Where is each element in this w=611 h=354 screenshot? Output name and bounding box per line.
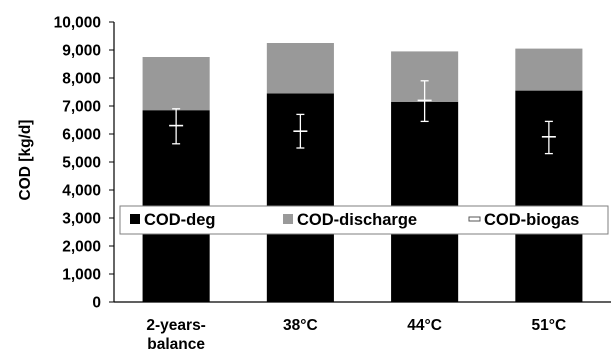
bar-cod-discharge xyxy=(515,48,583,91)
y-axis-title: COD [kg/d] xyxy=(17,120,34,201)
bars xyxy=(142,43,583,303)
error-bars xyxy=(169,80,556,155)
biogas-point xyxy=(169,108,184,145)
y-tick-label: 3,000 xyxy=(62,211,101,228)
x-category-label: 44°C xyxy=(407,317,442,334)
y-tick-label: 2,000 xyxy=(62,239,101,256)
y-tick-label: 8,000 xyxy=(62,71,101,88)
legend-label: COD-deg xyxy=(144,211,216,229)
x-category-label: 51°C xyxy=(532,317,567,334)
x-axis-categories: 2-years-balance 38°C 44°C 51°C xyxy=(146,317,566,353)
axes xyxy=(113,22,611,303)
y-axis-label: COD [kg/d] xyxy=(17,120,34,201)
x-category-label: balance xyxy=(147,336,205,353)
y-tick-label: 4,000 xyxy=(62,183,101,200)
y-tick-label: 0 xyxy=(92,295,101,312)
legend-label: COD-discharge xyxy=(297,211,417,229)
x-category-label: 2-years- xyxy=(146,317,205,334)
y-tick-label: 10,000 xyxy=(54,15,101,32)
legend-swatch xyxy=(283,214,293,224)
legend-box xyxy=(119,205,609,235)
legend-swatch xyxy=(468,216,481,222)
bar-cod-deg xyxy=(391,101,459,302)
bar-cod-discharge xyxy=(266,43,334,94)
y-tick-label: 5,000 xyxy=(62,155,101,172)
legend: COD-deg COD-discharge COD-biogas xyxy=(119,205,609,235)
y-axis-ticks: 0 1,000 2,000 3,000 4,000 5,000 6,000 7,000 8,00… xyxy=(54,15,114,312)
biogas-point xyxy=(541,120,556,155)
biogas-point xyxy=(293,113,308,149)
legend-swatch xyxy=(130,214,140,224)
biogas-point xyxy=(417,80,432,123)
y-tick-label: 1,000 xyxy=(62,267,101,284)
x-category-label: 38°C xyxy=(283,317,318,334)
bar-cod-discharge xyxy=(142,57,210,111)
y-tick-label: 6,000 xyxy=(62,127,101,144)
y-tick-label: 9,000 xyxy=(62,43,101,60)
legend-label: COD-biogas xyxy=(484,211,579,229)
y-tick-label: 7,000 xyxy=(62,99,101,116)
